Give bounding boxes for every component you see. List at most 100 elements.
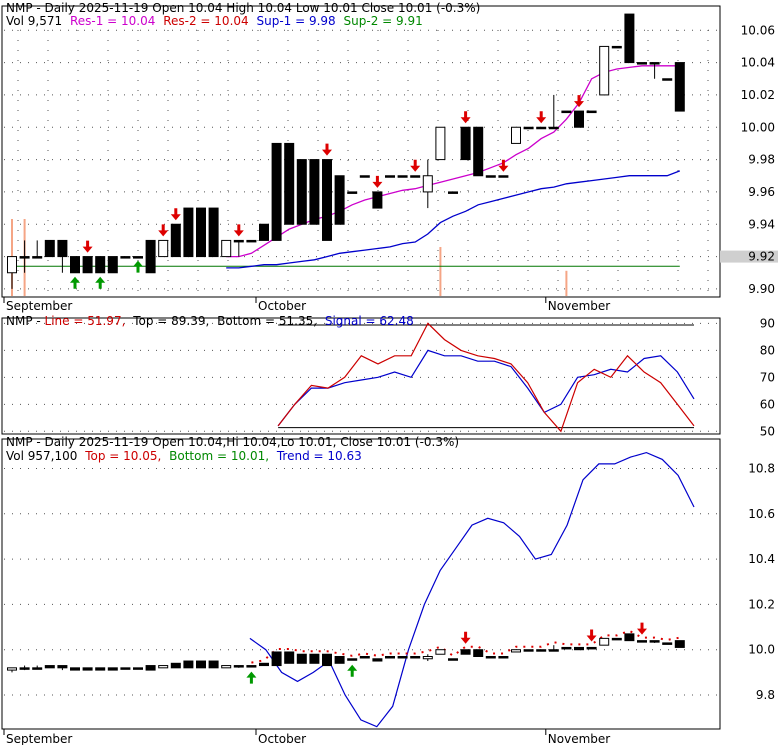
y-tick-label: 60 <box>760 397 775 411</box>
candle-body <box>397 175 408 178</box>
candle-body <box>221 665 232 669</box>
candle-body <box>347 658 358 661</box>
candle-body <box>334 656 345 664</box>
candle-body <box>259 223 269 241</box>
candle-body <box>637 640 647 643</box>
candle-body <box>511 126 521 144</box>
candle-body <box>359 175 370 178</box>
osc-header-signal: Signal = 62.48 <box>325 314 414 328</box>
candle-body <box>561 110 572 114</box>
candle-body <box>561 646 572 650</box>
candle-body <box>536 649 547 652</box>
candle-body <box>44 665 55 669</box>
candle-body <box>57 239 68 258</box>
price-header-title: NMP - Daily 2025-11-19 Open 10.04 High 1… <box>6 1 480 15</box>
candle-body <box>574 110 584 128</box>
oscillator-panel-frame <box>1 317 721 435</box>
last-price-marker <box>720 250 778 263</box>
candle-body <box>208 660 219 669</box>
candle-body <box>19 256 30 259</box>
candle-body <box>183 207 194 258</box>
x-tick-label: November <box>548 732 610 745</box>
x-tick-label: September <box>6 299 72 313</box>
candle-body <box>448 191 458 194</box>
candle-body <box>170 223 181 258</box>
candle-body <box>246 665 257 668</box>
candle-body <box>422 175 433 193</box>
y-tick-label: 9.92 <box>748 250 775 264</box>
top-band-dots <box>251 629 680 664</box>
osc-header-name: NMP - <box>6 314 45 328</box>
down-arrow <box>410 159 421 172</box>
down-arrow <box>498 159 509 172</box>
candle-body <box>649 62 660 65</box>
candle-body <box>246 239 257 243</box>
trend-header-bottom: Bottom = 10.01, <box>169 449 269 463</box>
candle-body <box>158 239 169 258</box>
trend-header-trend: Trend = 10.63 <box>276 449 362 463</box>
y-tick-label: 10.2 <box>748 597 775 611</box>
candle-body <box>574 646 584 651</box>
candle-body <box>82 256 93 274</box>
down-arrow <box>536 111 547 124</box>
price-y-axis: 10.06 10.04 10.02 10.00 9.98 9.96 9.94 9.92 9.90 <box>741 23 775 296</box>
candle-body <box>233 665 244 668</box>
candle-body <box>662 642 673 645</box>
x-tick-label: November <box>548 299 610 313</box>
candle-body <box>334 175 345 225</box>
candle-body <box>397 656 408 659</box>
y-tick-label: 9.94 <box>748 217 775 231</box>
price-header-sup1: Sup-1 = 9.98 <box>256 14 335 28</box>
y-tick-label: 10.8 <box>748 461 775 475</box>
candle-body <box>624 633 635 642</box>
candle-body <box>410 656 421 659</box>
candle-body <box>624 13 635 64</box>
candle-body <box>57 665 68 669</box>
candle-body <box>473 649 484 657</box>
y-tick-label: 9.90 <box>748 282 775 296</box>
candle-body <box>7 667 17 671</box>
osc-header-top: Top = 89.39, <box>132 314 209 328</box>
candle-body <box>460 126 471 161</box>
candle-body <box>662 78 673 81</box>
candle-body <box>259 662 269 667</box>
candle-body <box>485 175 496 178</box>
candle-body <box>145 239 156 274</box>
trend-header-top: Top = 10.05, <box>84 449 161 463</box>
y-tick-label: 10.6 <box>748 507 775 521</box>
candle-body <box>271 651 282 667</box>
candle-body <box>473 126 484 177</box>
trend-header-line2: Vol 957,100 Top = 10.05, Bottom = 10.01,… <box>6 449 362 463</box>
candle-body <box>322 653 332 667</box>
candle-body <box>82 667 93 671</box>
candle-body <box>284 142 295 225</box>
candle-body <box>511 649 521 653</box>
candle-body <box>271 142 282 241</box>
candle-body <box>145 665 156 671</box>
candle-body <box>548 649 559 652</box>
price-candles <box>7 13 685 289</box>
up-arrow <box>133 260 143 273</box>
candle-body <box>309 159 320 225</box>
price-header-sup2: Sup-2 = 9.91 <box>344 14 423 28</box>
up-arrow <box>95 276 106 289</box>
down-arrow <box>574 95 584 108</box>
candle-body <box>347 191 358 194</box>
candle-body <box>611 45 622 49</box>
candle-body <box>485 656 496 659</box>
candle-body <box>674 640 685 648</box>
candle-body <box>221 239 232 258</box>
signal-line <box>277 349 695 427</box>
candle-body <box>19 667 30 670</box>
down-arrow <box>637 622 647 635</box>
up-arrow <box>70 276 80 289</box>
candle-body <box>385 175 395 178</box>
volume-bar <box>439 247 442 296</box>
candle-body <box>359 656 370 659</box>
y-tick-label: 10.06 <box>741 23 775 37</box>
y-tick-label: 10.4 <box>748 552 775 566</box>
down-arrow <box>158 224 169 237</box>
price-header-res2: Res-2 = 10.04 <box>163 14 248 28</box>
y-tick-label: 70 <box>760 370 775 384</box>
candle-body <box>196 207 206 258</box>
